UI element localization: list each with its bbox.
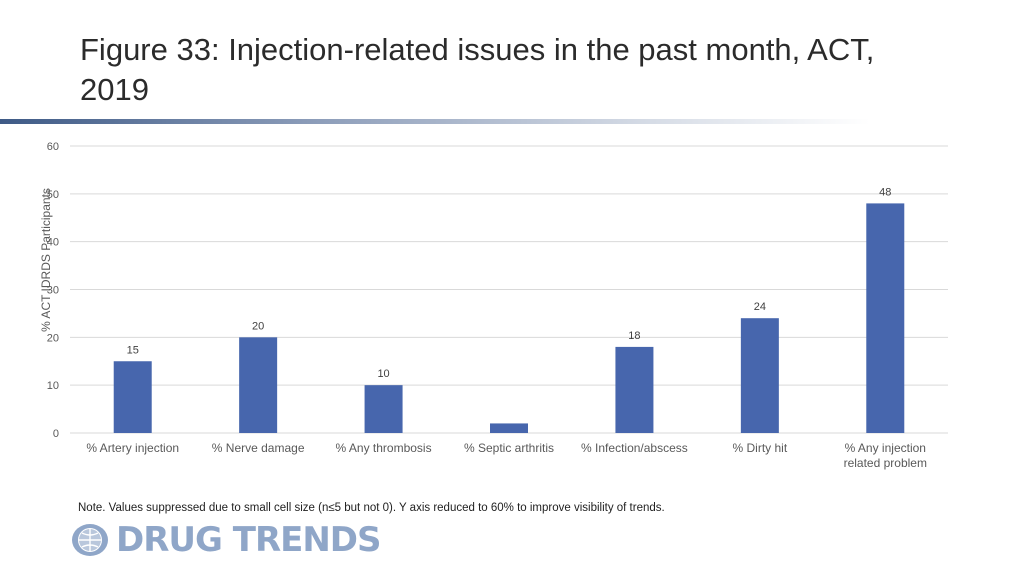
y-tick-label: 10 [47,380,59,392]
globe-icon [72,524,108,556]
bar [113,361,152,433]
chart-note: Note. Values suppressed due to small cel… [78,502,665,514]
page-title: Figure 33: Injection-related issues in t… [80,32,875,107]
data-label: 18 [628,330,640,342]
bar [740,318,779,433]
y-tick-label: 40 [47,237,59,249]
y-tick-label: 30 [47,285,59,297]
x-tick-label: related problem [844,456,927,470]
bar [364,385,403,433]
bar [490,423,528,433]
title-divider [0,119,870,124]
x-tick-label: % Nerve damage [212,441,305,455]
y-tick-label: 0 [53,428,59,440]
x-tick-label: % Artery injection [86,441,179,455]
x-tick-label: % Dirty hit [733,441,788,455]
y-tick-label: 60 [47,141,59,153]
y-tick-label: 50 [47,189,59,201]
data-label: 20 [252,320,264,332]
data-label: 24 [754,301,766,313]
logo-text: DRUG TRENDS [116,520,382,560]
bar [866,203,905,433]
y-tick-label: 20 [47,332,59,344]
drug-trends-logo: DRUG TRENDS [70,520,382,560]
x-tick-label: % Septic arthritis [464,441,554,455]
bar [615,346,654,433]
x-tick-label: % Infection/abscess [581,441,688,455]
data-label: 48 [879,186,891,198]
data-label: 15 [127,344,139,356]
y-axis-title: % ACT IDRDS Participants [39,188,53,332]
x-tick-label: % Any injection [845,441,926,455]
bar [239,337,278,433]
x-tick-label: % Any thrombosis [336,441,432,455]
data-label: 10 [377,368,389,380]
